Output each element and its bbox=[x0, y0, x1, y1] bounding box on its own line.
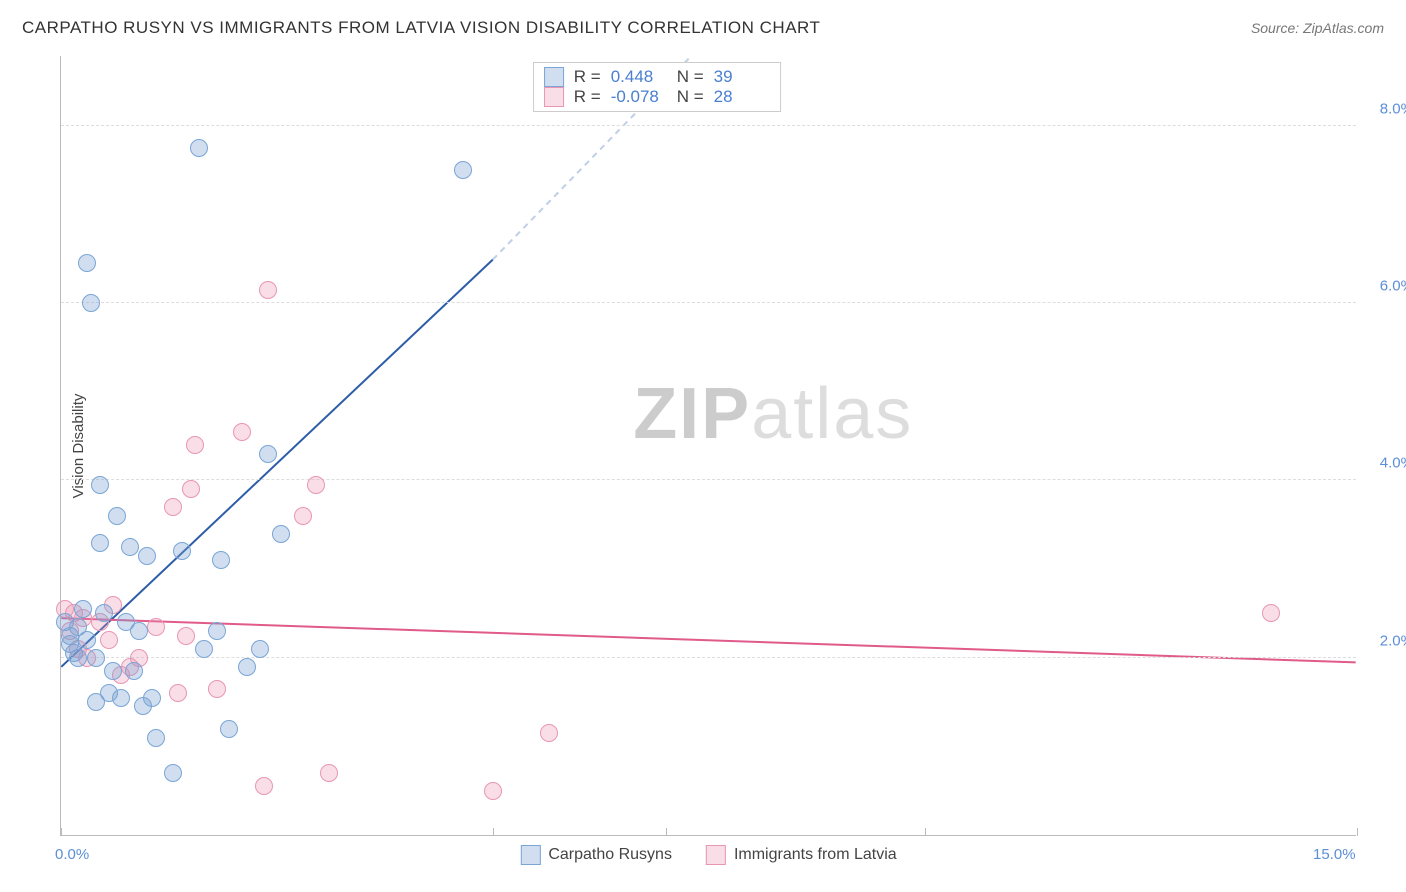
data-point bbox=[190, 139, 208, 157]
stats-row-carpatho: R = 0.448 N = 39 bbox=[544, 67, 770, 87]
r-value-latvia: -0.078 bbox=[611, 87, 667, 107]
legend: Carpatho Rusyns Immigrants from Latvia bbox=[520, 845, 896, 865]
n-value-latvia: 28 bbox=[714, 87, 770, 107]
data-point bbox=[104, 662, 122, 680]
data-point bbox=[220, 720, 238, 738]
trend-lines-svg bbox=[61, 56, 1356, 835]
data-point bbox=[177, 627, 195, 645]
n-label: N = bbox=[677, 87, 704, 107]
x-tick-label: 15.0% bbox=[1313, 846, 1356, 863]
x-tick bbox=[493, 828, 494, 836]
swatch-latvia-icon bbox=[544, 87, 564, 107]
data-point bbox=[138, 547, 156, 565]
legend-label-latvia: Immigrants from Latvia bbox=[734, 846, 897, 864]
data-point bbox=[208, 680, 226, 698]
header-bar: CARPATHO RUSYN VS IMMIGRANTS FROM LATVIA… bbox=[22, 18, 1384, 38]
data-point bbox=[130, 622, 148, 640]
y-tick-label: 2.0% bbox=[1380, 632, 1406, 649]
data-point bbox=[78, 254, 96, 272]
source-attribution: Source: ZipAtlas.com bbox=[1251, 20, 1384, 36]
chart-title: CARPATHO RUSYN VS IMMIGRANTS FROM LATVIA… bbox=[22, 18, 820, 38]
data-point bbox=[69, 649, 87, 667]
data-point bbox=[95, 604, 113, 622]
x-tick bbox=[1357, 828, 1358, 836]
data-point bbox=[147, 618, 165, 636]
data-point bbox=[186, 436, 204, 454]
data-point bbox=[74, 600, 92, 618]
data-point bbox=[212, 551, 230, 569]
data-point bbox=[112, 689, 130, 707]
r-label: R = bbox=[574, 67, 601, 87]
data-point bbox=[82, 294, 100, 312]
y-tick-label: 8.0% bbox=[1380, 100, 1406, 117]
gridline bbox=[61, 479, 1356, 480]
data-point bbox=[251, 640, 269, 658]
legend-label-carpatho: Carpatho Rusyns bbox=[548, 846, 672, 864]
data-point bbox=[121, 538, 139, 556]
data-point bbox=[484, 782, 502, 800]
x-tick bbox=[61, 828, 62, 836]
data-point bbox=[125, 662, 143, 680]
data-point bbox=[1262, 604, 1280, 622]
data-point bbox=[238, 658, 256, 676]
data-point bbox=[164, 764, 182, 782]
data-point bbox=[208, 622, 226, 640]
data-point bbox=[454, 161, 472, 179]
n-label: N = bbox=[677, 67, 704, 87]
gridline bbox=[61, 302, 1356, 303]
data-point bbox=[259, 281, 277, 299]
data-point bbox=[259, 445, 277, 463]
data-point bbox=[87, 649, 105, 667]
data-point bbox=[147, 729, 165, 747]
y-tick-label: 6.0% bbox=[1380, 278, 1406, 295]
legend-swatch-carpatho-icon bbox=[520, 845, 540, 865]
data-point bbox=[294, 507, 312, 525]
watermark-atlas: atlas bbox=[751, 374, 913, 454]
data-point bbox=[233, 423, 251, 441]
data-point bbox=[173, 542, 191, 560]
correlation-stats-box: R = 0.448 N = 39 R = -0.078 N = 28 bbox=[533, 62, 781, 112]
data-point bbox=[78, 631, 96, 649]
data-point bbox=[255, 777, 273, 795]
n-value-carpatho: 39 bbox=[714, 67, 770, 87]
data-point bbox=[195, 640, 213, 658]
r-value-carpatho: 0.448 bbox=[611, 67, 667, 87]
data-point bbox=[143, 689, 161, 707]
data-point bbox=[272, 525, 290, 543]
data-point bbox=[91, 476, 109, 494]
data-point bbox=[108, 507, 126, 525]
data-point bbox=[91, 534, 109, 552]
data-point bbox=[320, 764, 338, 782]
legend-item-carpatho: Carpatho Rusyns bbox=[520, 845, 672, 865]
data-point bbox=[100, 631, 118, 649]
gridline bbox=[61, 125, 1356, 126]
legend-swatch-latvia-icon bbox=[706, 845, 726, 865]
r-label: R = bbox=[574, 87, 601, 107]
x-tick-label: 0.0% bbox=[55, 846, 89, 863]
x-tick bbox=[666, 828, 667, 836]
watermark-zip: ZIP bbox=[633, 374, 751, 454]
data-point bbox=[540, 724, 558, 742]
data-point bbox=[164, 498, 182, 516]
scatter-plot: ZIPatlas R = 0.448 N = 39 R = -0.078 N =… bbox=[60, 56, 1356, 836]
data-point bbox=[182, 480, 200, 498]
watermark: ZIPatlas bbox=[633, 373, 913, 455]
data-point bbox=[307, 476, 325, 494]
legend-item-latvia: Immigrants from Latvia bbox=[706, 845, 897, 865]
swatch-carpatho-icon bbox=[544, 67, 564, 87]
x-tick bbox=[925, 828, 926, 836]
data-point bbox=[169, 684, 187, 702]
y-tick-label: 4.0% bbox=[1380, 455, 1406, 472]
stats-row-latvia: R = -0.078 N = 28 bbox=[544, 87, 770, 107]
